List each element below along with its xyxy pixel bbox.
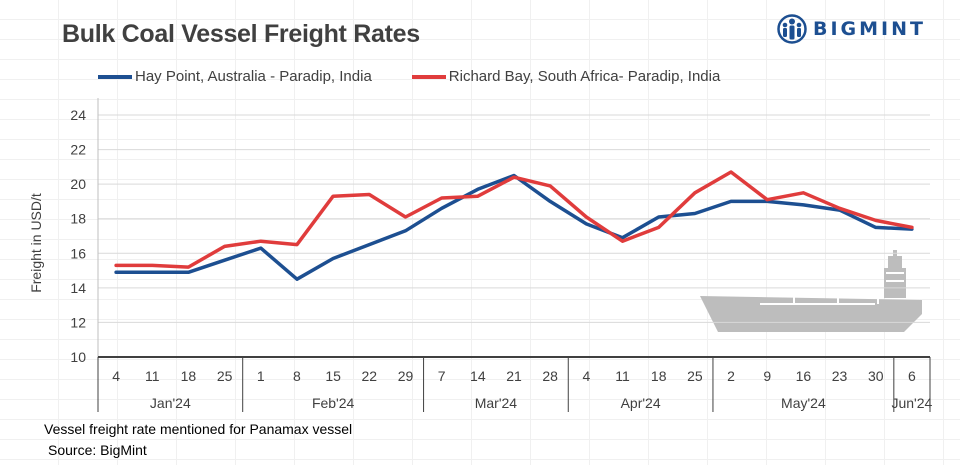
legend-label-hay-point: Hay Point, Australia - Paradip, India <box>135 68 372 85</box>
data-point <box>223 259 226 262</box>
x-tick-label: 8 <box>293 368 301 384</box>
y-tick-label: 20 <box>70 176 86 192</box>
legend-label-richard-bay: Richard Bay, South Africa- Paradip, Indi… <box>448 68 721 85</box>
y-axis-label: Freight in USD/t <box>28 193 44 293</box>
data-point <box>368 193 371 196</box>
month-label: Jun'24 <box>891 395 932 411</box>
x-tick-label: 23 <box>832 368 848 384</box>
x-tick-label: 2 <box>727 368 735 384</box>
data-point <box>151 271 154 274</box>
data-point <box>693 212 697 215</box>
data-point <box>512 176 516 179</box>
data-point <box>404 215 407 219</box>
data-point <box>548 184 552 188</box>
series-line-0 <box>114 173 914 281</box>
data-point <box>187 271 190 274</box>
data-point <box>114 264 118 267</box>
x-tick-label: 11 <box>145 368 160 384</box>
data-point <box>802 191 805 194</box>
data-point <box>331 195 335 198</box>
people-globe-icon <box>777 14 807 44</box>
x-tick-label: 22 <box>362 368 378 384</box>
data-point <box>114 271 118 274</box>
data-point <box>404 229 407 233</box>
data-point <box>368 243 371 246</box>
x-tick-label: 14 <box>470 368 486 384</box>
data-point <box>621 239 624 243</box>
data-point <box>585 222 588 226</box>
x-tick-label: 4 <box>582 368 590 384</box>
data-point <box>476 188 480 191</box>
data-point <box>874 219 877 222</box>
month-label: Apr'24 <box>621 395 661 411</box>
data-point <box>440 207 443 210</box>
data-point <box>223 245 226 248</box>
data-point <box>874 226 877 229</box>
chart-legend: Hay Point, Australia - Paradip, India Ri… <box>98 68 760 85</box>
chart-title: Bulk Coal Vessel Freight Rates <box>62 20 420 48</box>
y-tick-label: 12 <box>70 314 86 330</box>
data-point <box>295 243 299 246</box>
data-point <box>729 200 733 203</box>
logo-text: BIGMINT <box>813 18 926 40</box>
month-label: Mar'24 <box>475 395 518 411</box>
legend-item-richard-bay: Richard Bay, South Africa- Paradip, Indi… <box>411 68 721 85</box>
y-tick-label: 10 <box>70 349 86 365</box>
x-tick-label: 18 <box>651 368 667 384</box>
x-tick-label: 7 <box>438 368 446 384</box>
x-tick-label: 21 <box>506 368 522 384</box>
x-tick-label: 18 <box>181 368 197 384</box>
data-point <box>259 239 262 243</box>
x-tick-label: 15 <box>325 368 341 384</box>
month-label: May'24 <box>781 395 826 411</box>
x-tick-label: 25 <box>217 368 233 384</box>
data-point <box>476 195 480 198</box>
data-point <box>838 207 841 210</box>
data-point <box>151 264 154 267</box>
data-point <box>657 226 660 229</box>
data-point <box>295 278 299 281</box>
data-point <box>910 226 914 229</box>
y-tick-label: 24 <box>70 107 86 123</box>
x-tick-label: 4 <box>112 368 120 384</box>
data-point <box>548 200 552 203</box>
data-point <box>802 203 805 207</box>
y-tick-label: 18 <box>70 211 86 227</box>
data-point <box>693 191 697 194</box>
x-tick-label: 1 <box>257 368 265 384</box>
x-tick-label: 11 <box>615 368 630 384</box>
month-label: Feb'24 <box>312 395 355 411</box>
data-point <box>657 215 660 219</box>
legend-item-hay-point: Hay Point, Australia - Paradip, India <box>98 68 372 85</box>
x-tick-label: 29 <box>398 368 414 384</box>
x-tick-label: 30 <box>868 368 884 384</box>
y-tick-label: 14 <box>70 280 86 296</box>
x-tick-label: 25 <box>687 368 703 384</box>
legend-swatch-blue <box>98 74 132 79</box>
data-point <box>331 257 335 260</box>
month-label: Jan'24 <box>150 395 191 411</box>
data-point <box>440 196 443 200</box>
data-point <box>729 170 733 174</box>
source-note: Source: BigMint <box>48 442 147 458</box>
data-point <box>766 198 769 201</box>
bigmint-logo: BIGMINT <box>777 14 926 44</box>
x-tick-label: 9 <box>763 368 771 384</box>
x-tick-label: 6 <box>908 368 916 384</box>
x-tick-label: 16 <box>796 368 812 384</box>
x-tick-label: 28 <box>542 368 558 384</box>
data-point <box>187 265 190 269</box>
footnote: Vessel freight rate mentioned for Panama… <box>44 421 353 437</box>
data-point <box>259 246 262 250</box>
ship-icon <box>700 250 922 332</box>
y-tick-label: 16 <box>70 245 86 261</box>
data-point <box>585 215 588 219</box>
legend-swatch-red <box>411 74 446 79</box>
data-point <box>621 236 624 239</box>
y-tick-label: 22 <box>70 142 86 158</box>
